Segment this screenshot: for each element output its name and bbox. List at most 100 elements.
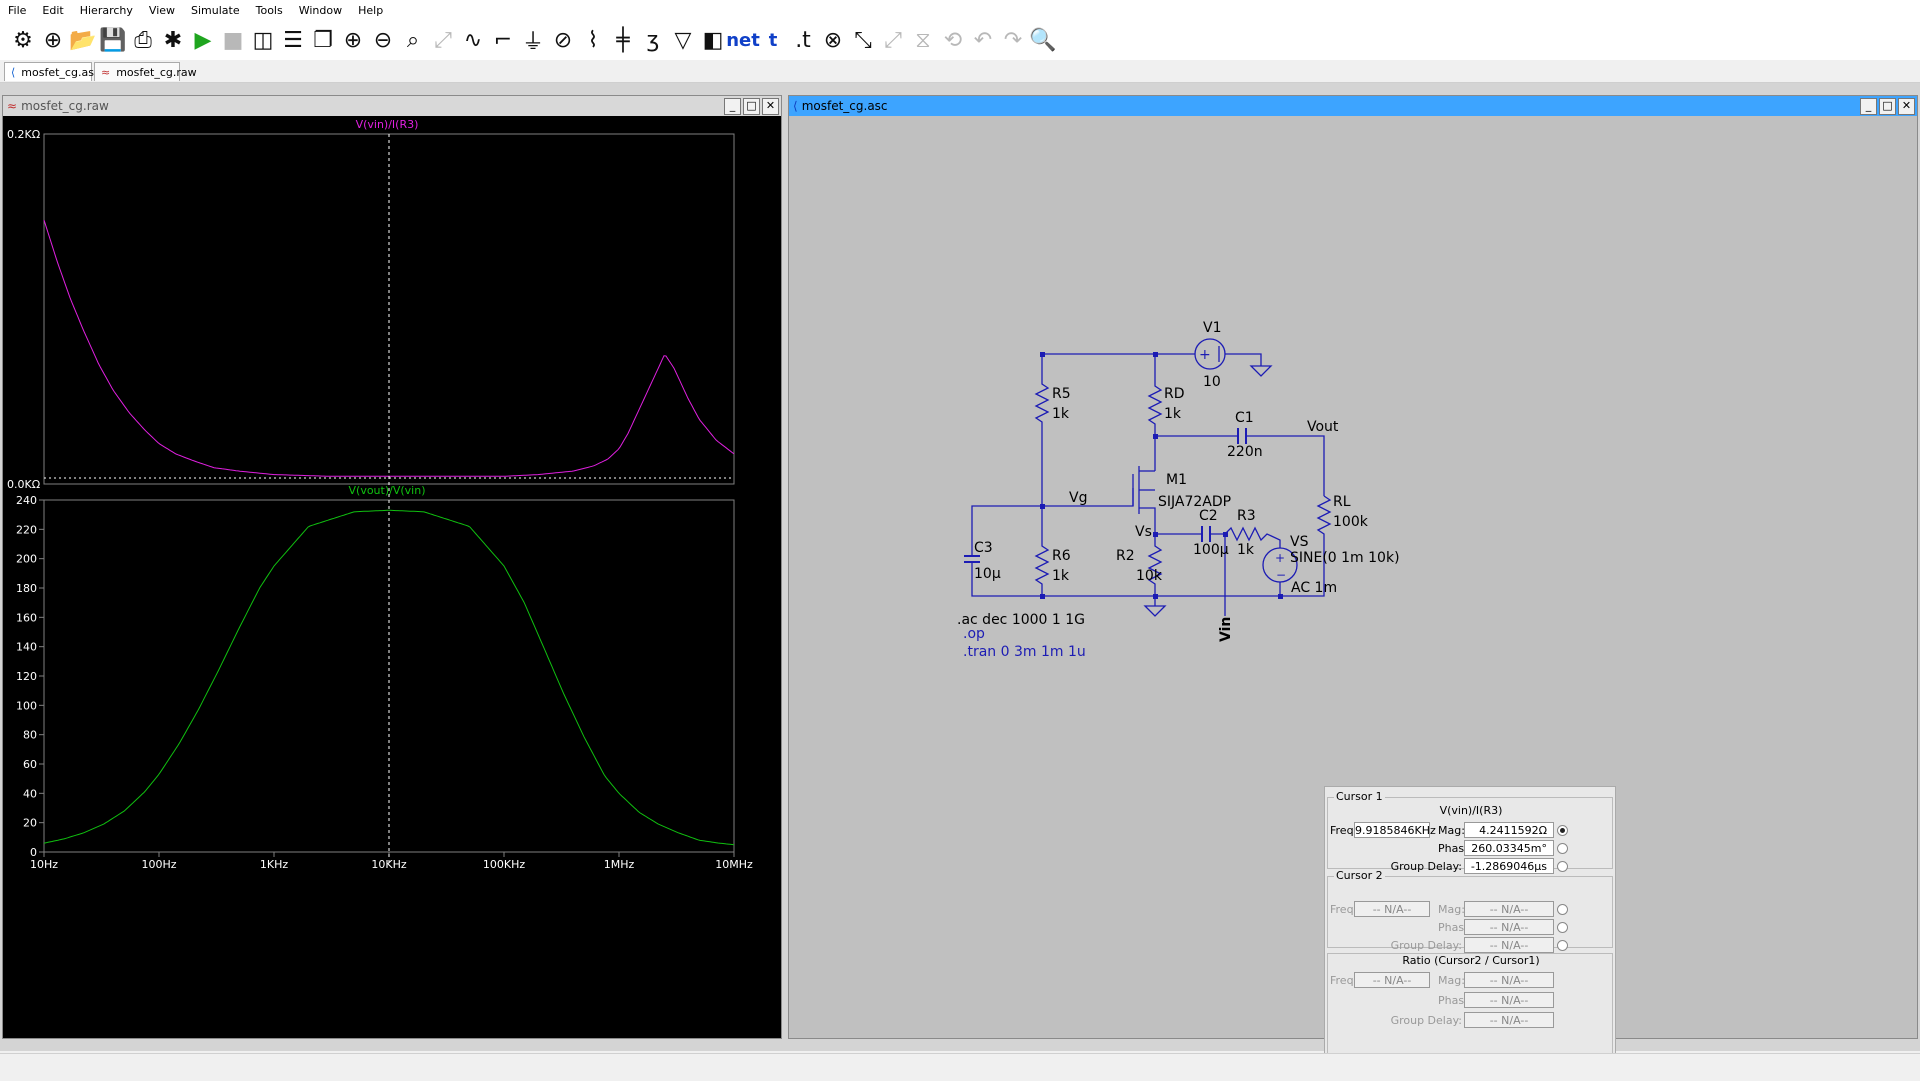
cursor2-mag-radio[interactable] [1557, 904, 1568, 915]
c1-label[interactable]: C1 [1235, 410, 1254, 426]
rl-label[interactable]: RL [1333, 494, 1351, 510]
tran-directive[interactable]: .tran 0 3m 1m 1u [963, 644, 1086, 660]
rd-label[interactable]: RD [1164, 386, 1185, 402]
cursor1-freq-field[interactable]: 9.9185846KHz [1354, 822, 1436, 838]
waveform-plot[interactable]: V(vin)/I(R3) 0.2KΩ 0.0KΩ V(vout)/V(vin) … [3, 116, 781, 1038]
vs-label[interactable]: VS [1290, 534, 1309, 550]
tile-horizontal-icon[interactable]: ☰ [283, 27, 303, 53]
waveform-titlebar[interactable]: ≈ mosfet_cg.raw _ □ ✕ [3, 96, 781, 116]
vs-source[interactable] [1262, 547, 1298, 583]
move-icon[interactable]: ⤡ [854, 27, 872, 53]
maximize-button[interactable]: □ [1879, 98, 1896, 115]
halt-icon[interactable]: ■ [222, 27, 244, 53]
r6-value[interactable]: 1k [1052, 568, 1070, 584]
cursor1-phase-field[interactable]: 260.03345m° [1464, 840, 1554, 856]
spice-directive-icon[interactable]: .t [795, 27, 811, 53]
r2-label[interactable]: R2 [1116, 548, 1135, 564]
run-icon[interactable]: ▶ [194, 27, 212, 53]
delete-icon[interactable]: ⊗ [823, 27, 843, 53]
save-icon[interactable]: 💾 [99, 27, 127, 53]
vin-label[interactable]: Vin [1218, 617, 1234, 642]
diode-icon[interactable]: ▽ [674, 27, 692, 53]
resistor-icon[interactable]: ⌇ [587, 27, 599, 53]
r3-label[interactable]: R3 [1237, 508, 1256, 524]
c3-value[interactable]: 10µ [974, 566, 1001, 582]
rd-value[interactable]: 1k [1164, 406, 1182, 422]
op-directive[interactable]: .op [963, 626, 985, 642]
bottom-trace-label[interactable]: V(vout)/V(vin) [349, 484, 426, 497]
c2-value[interactable]: 100µ [1193, 542, 1229, 558]
cursor1-mag-radio[interactable] [1557, 825, 1568, 836]
vg-label[interactable]: Vg [1069, 490, 1087, 506]
r3-value[interactable]: 1k [1237, 542, 1255, 558]
schematic-canvas[interactable]: + + − [789, 116, 1917, 1038]
vs-ac-value[interactable]: AC 1m [1291, 580, 1337, 596]
close-button[interactable]: ✕ [762, 98, 779, 115]
tab-mosfet-cg-asc[interactable]: ⟨ mosfet_cg.asc [4, 62, 100, 81]
cursor1-gd-field[interactable]: -1.2869046µs [1464, 858, 1554, 874]
text-icon[interactable]: t [768, 29, 778, 51]
menu-edit[interactable]: Edit [42, 3, 64, 17]
menu-hierarchy[interactable]: Hierarchy [79, 3, 133, 17]
menu-window[interactable]: Window [298, 3, 343, 17]
cursor1-phase-radio[interactable] [1557, 843, 1568, 854]
drag-icon[interactable]: ⤢ [884, 27, 902, 53]
inductor-icon[interactable]: ʒ [646, 27, 660, 53]
trace-vin-over-ir3[interactable] [43, 219, 735, 477]
redo-icon[interactable]: ↷ [1003, 27, 1023, 53]
v1-value[interactable]: 10 [1203, 374, 1221, 390]
find-icon[interactable]: 🔍 [1029, 27, 1057, 53]
m1-value[interactable]: SIJA72ADP [1158, 494, 1231, 510]
maximize-button[interactable]: □ [743, 98, 760, 115]
rl-value[interactable]: 100k [1333, 514, 1369, 530]
new-schematic-icon[interactable]: ⊕ [43, 27, 63, 53]
zoom-fit-icon[interactable]: ⌕ [406, 27, 420, 53]
open-icon[interactable]: 📂 [69, 27, 97, 53]
mirror-icon[interactable]: ⧖ [915, 27, 931, 53]
r5-value[interactable]: 1k [1052, 406, 1070, 422]
menu-view[interactable]: View [148, 3, 176, 17]
label-net-icon[interactable]: ⊘ [553, 27, 573, 53]
r2-value[interactable]: 10k [1136, 568, 1163, 584]
zoom-full-icon[interactable]: ⤢ [434, 27, 452, 53]
menu-help[interactable]: Help [358, 3, 384, 17]
cursor2-gd-radio[interactable] [1557, 940, 1568, 951]
zoom-in-icon[interactable]: ⊕ [343, 27, 363, 53]
control-panel-icon[interactable]: ⚙ [13, 27, 33, 53]
menu-tools[interactable]: Tools [255, 3, 283, 17]
autorange-icon[interactable]: ∿ [463, 27, 483, 53]
cursor1-mag-field[interactable]: 4.2411592Ω [1464, 822, 1554, 838]
c1-value[interactable]: 220n [1227, 444, 1263, 460]
net-label-icon[interactable]: net [726, 29, 760, 51]
minimize-button[interactable]: _ [724, 98, 741, 115]
trace-vout-over-vin[interactable] [43, 509, 735, 846]
wire-icon[interactable]: ⌐ [493, 27, 513, 53]
cursor2-phase-radio[interactable] [1557, 922, 1568, 933]
r5-label[interactable]: R5 [1052, 386, 1071, 402]
undo-icon[interactable]: ↶ [973, 27, 993, 53]
ac-directive[interactable]: .ac dec 1000 1 1G [957, 612, 1085, 628]
capacitor-icon[interactable]: ╪ [616, 27, 630, 53]
menu-file[interactable]: File [8, 3, 27, 17]
vs-node-label[interactable]: Vs [1135, 524, 1152, 540]
menu-simulate[interactable]: Simulate [191, 3, 240, 17]
close-button[interactable]: ✕ [1898, 98, 1915, 115]
v1-source[interactable] [1194, 338, 1226, 370]
component-icon[interactable]: ◧ [702, 27, 724, 53]
tab-mosfet-cg-raw[interactable]: ≈ mosfet_cg.raw [94, 62, 197, 81]
zoom-out-icon[interactable]: ⊖ [373, 27, 393, 53]
cursor1-gd-radio[interactable] [1557, 861, 1568, 872]
r6-label[interactable]: R6 [1052, 548, 1071, 564]
print-icon[interactable]: ⎙ [134, 27, 152, 53]
v1-label[interactable]: V1 [1203, 320, 1221, 336]
c3-label[interactable]: C3 [974, 540, 993, 556]
rotate-icon[interactable]: ⟲ [943, 27, 963, 53]
m1-label[interactable]: M1 [1166, 472, 1187, 488]
edit-sim-cmd-icon[interactable]: ✱ [163, 27, 183, 53]
vs-value[interactable]: SINE(0 1m 10k) [1290, 550, 1400, 566]
c2-label[interactable]: C2 [1199, 508, 1218, 524]
schematic-titlebar[interactable]: ⟨ mosfet_cg.asc _ □ ✕ [789, 96, 1917, 116]
tile-vertical-icon[interactable]: ◫ [252, 27, 274, 53]
vout-label[interactable]: Vout [1307, 419, 1339, 435]
top-trace-label[interactable]: V(vin)/I(R3) [356, 118, 419, 131]
